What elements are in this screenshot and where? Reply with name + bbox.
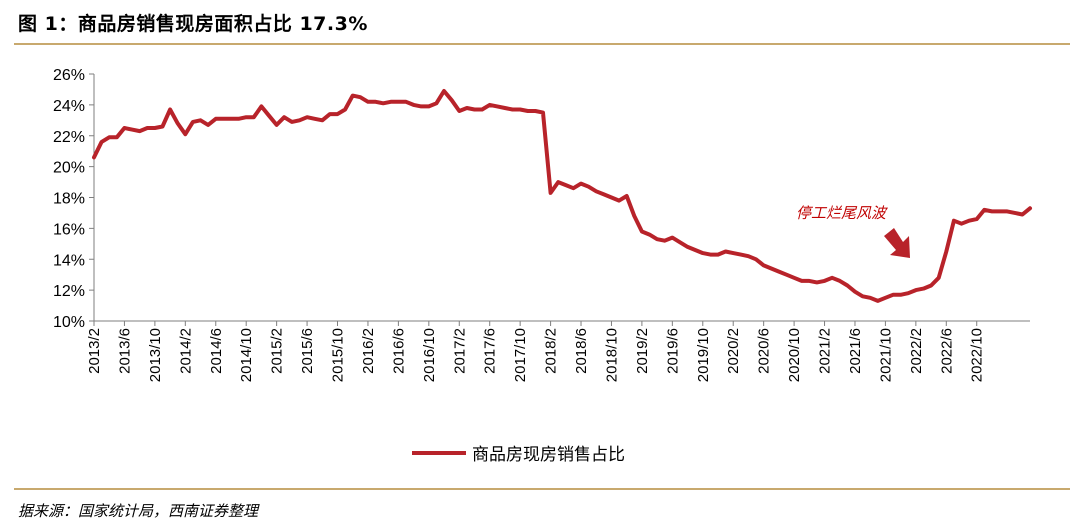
y-tick-label: 18% (53, 191, 85, 208)
x-tick-label: 2022/10 (969, 328, 986, 382)
y-axis: 10% 12% 14% 16% 18% 20% 22% 24% 26% (53, 67, 94, 331)
y-tick-label: 10% (53, 314, 85, 331)
x-tick-label: 2021/2 (817, 328, 834, 374)
legend: 商品房现房销售占比 (412, 445, 625, 465)
annotation-label: 停工烂尾风波 (796, 204, 888, 222)
x-tick-label: 2019/2 (634, 328, 651, 374)
x-tick-label: 2016/6 (390, 328, 407, 374)
x-tick-label: 2022/6 (938, 328, 955, 374)
x-tick-label: 2019/10 (695, 328, 712, 382)
x-tick-label: 2018/10 (603, 328, 620, 382)
y-tick-label: 22% (53, 129, 85, 146)
x-tick-label: 2020/6 (756, 328, 773, 374)
x-tick-label: 2015/6 (299, 328, 316, 374)
x-tick-label: 2013/6 (116, 328, 133, 374)
x-tick-label: 2018/2 (543, 328, 560, 374)
x-tick-label: 2022/2 (908, 328, 925, 374)
annotation: 停工烂尾风波 (796, 204, 910, 258)
y-tick-label: 20% (53, 160, 85, 177)
y-tick-label: 16% (53, 221, 85, 238)
legend-label: 商品房现房销售占比 (472, 445, 625, 465)
x-tick-label: 2018/6 (573, 328, 590, 374)
x-tick-label: 2014/6 (208, 328, 225, 374)
y-tick-label: 14% (53, 252, 85, 269)
down-right-arrow-icon (884, 228, 910, 258)
x-tick-label: 2015/2 (269, 328, 286, 374)
source-note: 据来源：国家统计局，西南证券整理 (18, 502, 259, 520)
x-tick-label: 2016/10 (421, 328, 438, 382)
x-tick-label: 2017/10 (512, 328, 529, 382)
y-tick-label: 24% (53, 98, 85, 115)
figure-title: 图 1：商品房销售现房面积占比 17.3% (18, 13, 368, 35)
series-group (92, 89, 1032, 303)
x-tick-label: 2013/2 (86, 328, 103, 374)
bottom-rule (14, 488, 1070, 490)
x-tick-label: 2019/6 (664, 328, 681, 374)
series-line (92, 89, 1032, 303)
x-tick-label: 2016/2 (360, 328, 377, 374)
x-tick-label: 2021/6 (847, 328, 864, 374)
x-tick-label: 2017/6 (482, 328, 499, 374)
x-tick-label: 2015/10 (330, 328, 347, 382)
x-tick-label: 2017/2 (451, 328, 468, 374)
line-chart: 10% 12% 14% 16% 18% 20% 22% 24% 26% 2013/2 2013/6… (53, 67, 1032, 465)
x-tick-label: 2013/10 (147, 328, 164, 382)
x-axis: 2013/2 2013/6 2013/10 2014/2 2014/6 2014/10 20… (86, 321, 986, 382)
x-tick-label: 2020/10 (786, 328, 803, 382)
top-rule (14, 43, 1070, 45)
y-tick-label: 26% (53, 67, 85, 84)
x-tick-label: 2014/2 (177, 328, 194, 374)
y-tick-label: 12% (53, 283, 85, 300)
x-tick-label: 2014/10 (238, 328, 255, 382)
x-tick-label: 2021/10 (877, 328, 894, 382)
x-tick-label: 2020/2 (725, 328, 742, 374)
